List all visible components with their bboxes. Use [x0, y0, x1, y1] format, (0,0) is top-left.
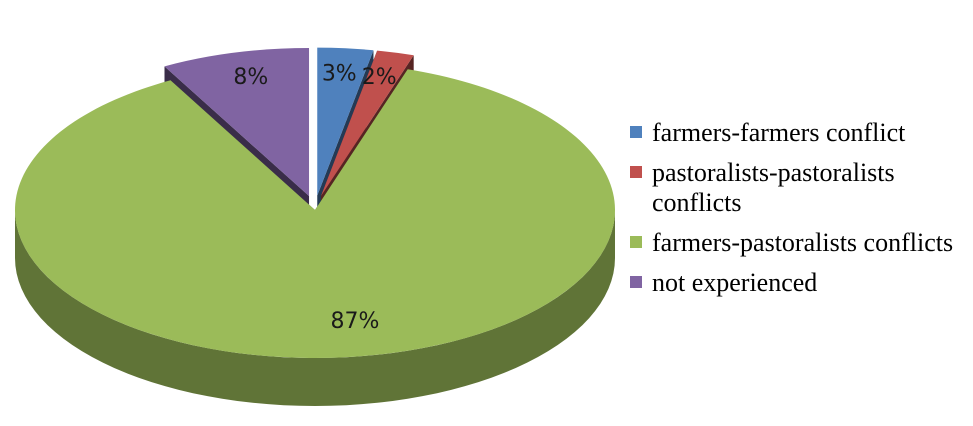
slice-rim [15, 210, 615, 406]
legend-swatch [630, 276, 642, 288]
pie-slice [164, 48, 310, 197]
pie-slice [14, 69, 616, 358]
legend-label: pastoralists-pastoralists conflicts [652, 158, 895, 217]
legend-label: farmers-pastoralists conflicts [652, 228, 954, 257]
legend-item: farmers-farmers conflict [630, 118, 970, 148]
pie-chart-plot: 3% 2% 87% 8% [14, 47, 616, 406]
pie-slice [320, 50, 414, 197]
legend-label: not experienced [652, 268, 818, 297]
chart-legend: farmers-farmers conflict pastoralists-pa… [630, 118, 970, 308]
legend-swatch [630, 166, 642, 178]
data-label: 3% [322, 62, 357, 87]
legend-label: farmers-farmers conflict [652, 118, 906, 147]
legend-swatch [630, 126, 642, 138]
legend-item: pastoralists-pastoralists conflicts [630, 158, 970, 218]
legend-swatch [630, 236, 642, 248]
data-label: 2% [362, 65, 397, 90]
pie-top-layer [14, 47, 616, 358]
legend-item: farmers-pastoralists conflicts [630, 228, 970, 258]
data-label: 87% [331, 309, 380, 334]
data-label: 8% [233, 65, 268, 90]
pie-slice [317, 47, 374, 196]
legend-item: not experienced [630, 268, 970, 298]
pie-label-layer: 3% 2% 87% 8% [233, 62, 396, 334]
